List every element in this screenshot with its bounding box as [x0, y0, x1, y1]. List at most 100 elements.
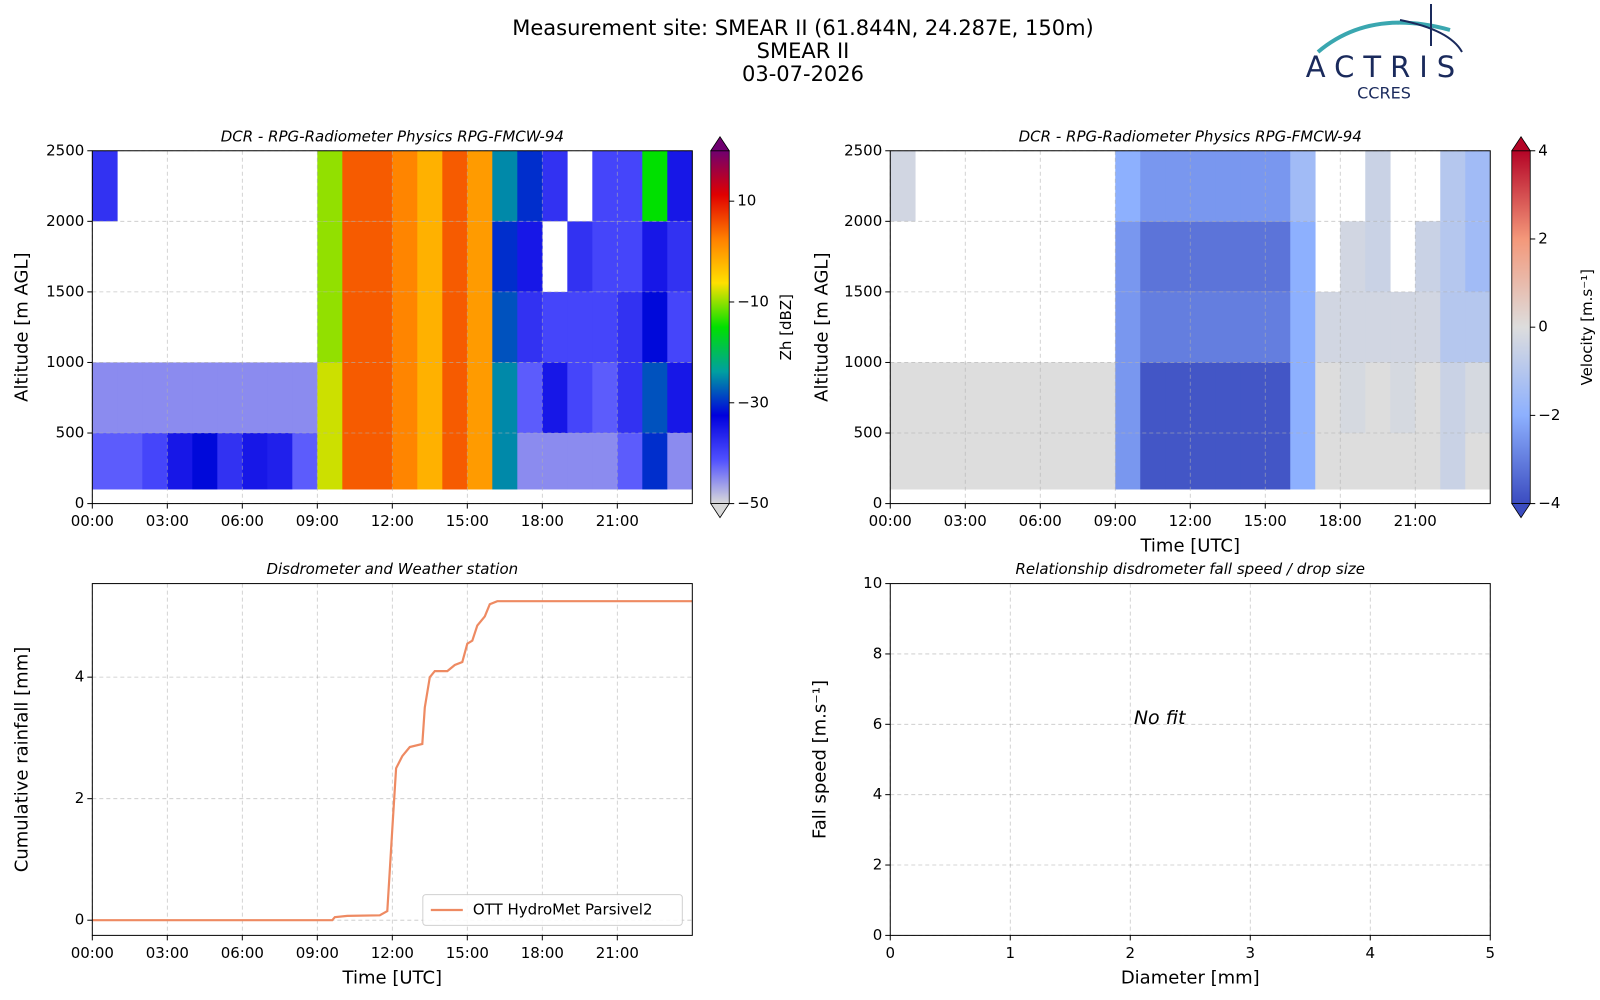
heatmap-cell	[617, 221, 643, 292]
heatmap-cell	[242, 433, 268, 490]
x-tick-label: 00:00	[71, 944, 114, 962]
x-tick-label: 21:00	[1394, 512, 1437, 530]
heatmap-cell	[1115, 433, 1141, 490]
heatmap-cell	[667, 291, 693, 363]
heatmap-cell	[1140, 362, 1166, 434]
heatmap-cell	[1165, 362, 1191, 434]
x-tick-label: 18:00	[521, 944, 564, 962]
heatmap-cell	[1265, 221, 1291, 292]
heatmap-cell	[1140, 150, 1166, 222]
heatmap-cell	[642, 433, 668, 490]
colorbar-extend	[710, 503, 730, 519]
heatmap-cell	[92, 433, 118, 490]
colorbar	[1511, 150, 1531, 504]
heatmap-cell	[542, 150, 568, 222]
heatmap-cell	[517, 433, 543, 490]
heatmap-cell	[442, 362, 468, 434]
y-tick-label: 2000	[46, 212, 84, 230]
heatmap-cell	[1415, 221, 1441, 292]
colorbar-tick-label: −2	[1538, 406, 1560, 424]
y-tick-label: 4	[873, 785, 883, 803]
y-axis-label: Fall speed [m.s⁻¹]	[810, 680, 831, 839]
heatmap-cell	[915, 362, 941, 434]
y-tick-label: 1000	[844, 353, 882, 371]
x-tick-label: 06:00	[1019, 512, 1062, 530]
heatmap-cell	[1290, 362, 1316, 434]
heatmap-cell	[1365, 362, 1391, 434]
x-tick-label: 12:00	[371, 512, 414, 530]
heatmap-cell	[667, 221, 693, 292]
y-tick-label: 0	[873, 494, 883, 512]
x-tick-label: 09:00	[1094, 512, 1137, 530]
y-tick-label: 0	[75, 911, 85, 929]
heatmap-cell	[342, 291, 368, 363]
heatmap-cell	[1190, 433, 1216, 490]
x-axis-label: Time [UTC]	[342, 967, 443, 988]
heatmap-cell	[1115, 221, 1141, 292]
x-tick-label: 2	[1125, 944, 1135, 962]
heatmap-cell	[267, 362, 293, 434]
heatmap-cell	[367, 362, 393, 434]
x-tick-label: 00:00	[869, 512, 912, 530]
y-tick-label: 1000	[46, 353, 84, 371]
colorbar-label: Zh [dBZ]	[777, 294, 795, 360]
heatmap-cell	[1065, 362, 1091, 434]
x-tick-label: 09:00	[296, 512, 339, 530]
heatmap-cell	[1340, 221, 1366, 292]
heatmap-cell	[1465, 433, 1491, 490]
heatmap-cell	[642, 150, 668, 222]
heatmap-cell	[642, 291, 668, 363]
heatmap-cell	[1340, 362, 1366, 434]
heatmap-cell	[1240, 291, 1266, 363]
heatmap-cell	[1215, 433, 1241, 490]
x-tick-label: 18:00	[521, 512, 564, 530]
x-tick-label: 06:00	[221, 944, 264, 962]
colorbar-extend	[710, 136, 730, 152]
panel: 00:00 03:00 06:00 09:00 12:00 15:00 18:00 21:00…	[12, 560, 693, 988]
logo-subtext: CCRES	[1357, 84, 1411, 103]
heatmap-cell	[367, 433, 393, 490]
heatmap-cell	[117, 362, 143, 434]
y-tick-label: 500	[56, 424, 85, 442]
heatmap-cell	[1365, 150, 1391, 222]
heatmap-cell	[1065, 433, 1091, 490]
logo-text: ACTRIS	[1306, 50, 1464, 84]
heatmap-cell	[192, 433, 218, 490]
heatmap-cell	[617, 362, 643, 434]
heatmap-cell	[542, 362, 568, 434]
colorbar-tick-label: 10	[737, 192, 756, 210]
y-tick-label: 1500	[46, 282, 84, 300]
heatmap-cell	[965, 362, 991, 434]
heatmap-cell	[142, 362, 168, 434]
heatmap-cell	[392, 433, 418, 490]
heatmap-cell	[592, 221, 618, 292]
heatmap-cell	[1415, 291, 1441, 363]
heatmap-cell	[492, 433, 518, 490]
heatmap-cell	[317, 433, 343, 490]
heatmap-cell	[642, 221, 668, 292]
heatmap-cell	[667, 150, 693, 222]
heatmap-cell	[940, 433, 966, 490]
heatmap-cell	[1315, 433, 1341, 490]
heatmap-cell	[92, 150, 118, 222]
heatmap-cell	[1215, 150, 1241, 222]
heatmap-cell	[1265, 291, 1291, 363]
y-tick-label: 500	[854, 424, 883, 442]
heatmap-cell	[1215, 291, 1241, 363]
heatmap-cell	[592, 433, 618, 490]
heatmap-cell	[1340, 291, 1366, 363]
heatmap-cell	[1240, 150, 1266, 222]
line-series	[92, 600, 693, 922]
x-tick-label: 15:00	[446, 944, 489, 962]
figure-title: Measurement site: SMEAR II (61.844N, 24.…	[512, 16, 1094, 40]
heatmap-cell	[242, 362, 268, 434]
heatmap-cell	[1465, 362, 1491, 434]
heatmap-cell	[392, 221, 418, 292]
heatmap-cell	[367, 150, 393, 222]
colorbar-tick-label: 0	[1538, 318, 1548, 336]
heatmap-cell	[442, 221, 468, 292]
x-tick-label: 03:00	[146, 512, 189, 530]
heatmap-cell	[292, 362, 318, 434]
x-tick-label: 3	[1245, 944, 1255, 962]
